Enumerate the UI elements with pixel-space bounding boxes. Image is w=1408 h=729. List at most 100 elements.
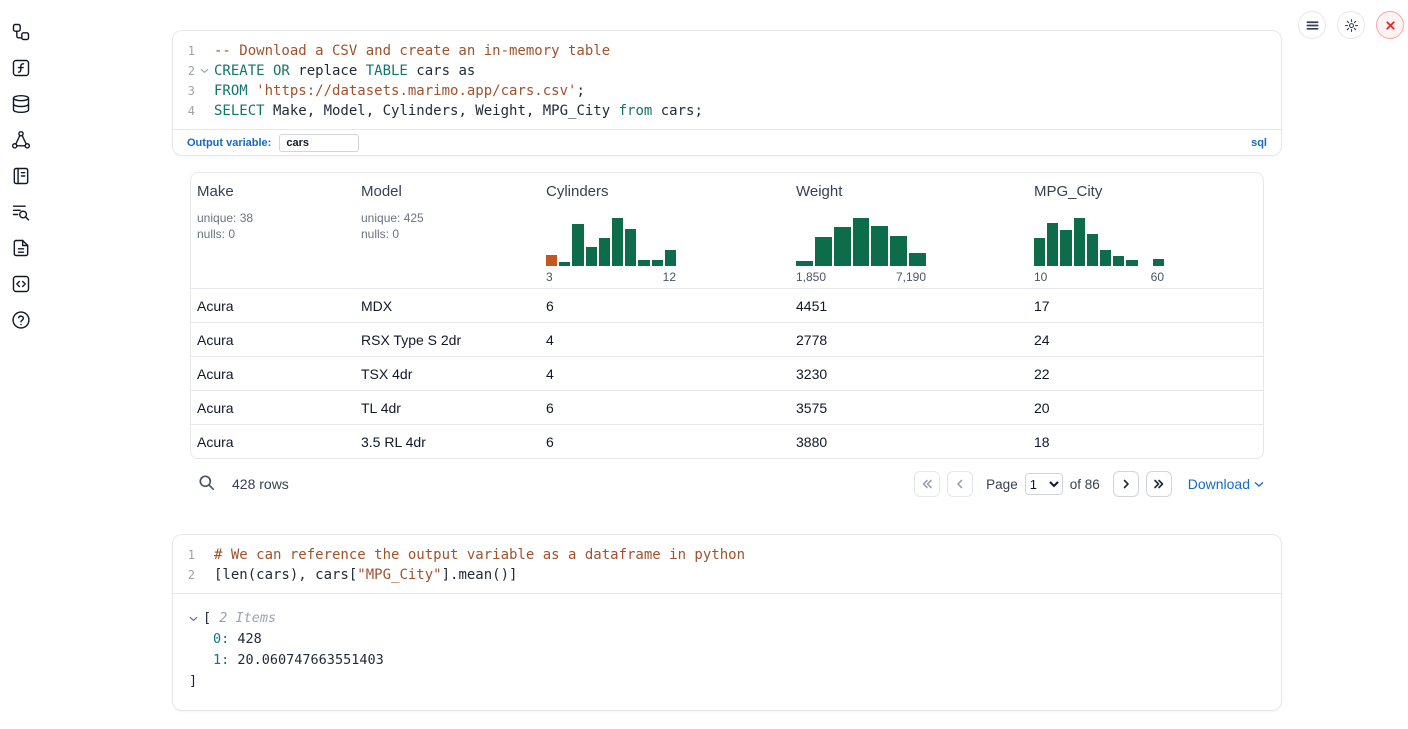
table-header-row: Make Model Cylinders Weight MPG_City <box>191 173 1263 202</box>
line-number: 1 <box>187 548 195 562</box>
next-page-button[interactable] <box>1112 471 1139 497</box>
page-total-label: of 86 <box>1069 476 1100 492</box>
histogram-bar <box>638 260 650 266</box>
code-line[interactable]: 4 SELECT Make, Model, Cylinders, Weight, … <box>173 101 1281 121</box>
chevron-right-icon <box>1123 479 1129 489</box>
collapse-chevron-icon[interactable] <box>189 616 203 622</box>
notebook: 1 -- Download a CSV and create an in-memo… <box>172 30 1282 711</box>
menu-button[interactable] <box>1298 11 1326 39</box>
pagination: Page 1 of 86 <box>914 471 1172 497</box>
line-number: 3 <box>187 84 195 98</box>
histogram-bar <box>871 225 889 266</box>
column-header[interactable]: Cylinders <box>546 183 609 200</box>
chevron-down-icon <box>1254 481 1264 487</box>
cell-divider <box>173 593 1281 594</box>
sidebar-datasources-button[interactable] <box>11 94 31 114</box>
output-line: [ 2 Items <box>189 608 1265 629</box>
sidebar-logs-button[interactable] <box>11 202 31 222</box>
code-line[interactable]: 1 # We can reference the output variable … <box>173 545 1281 565</box>
sql-code-editor[interactable]: 1 -- Download a CSV and create an in-memo… <box>173 31 1281 129</box>
sidebar-file-explorer-button[interactable] <box>11 22 31 42</box>
python-cell: 1 # We can reference the output variable … <box>172 534 1282 711</box>
histogram-bar <box>1100 249 1112 266</box>
table-footer: 428 rows Page 1 of 86 <box>190 469 1264 499</box>
language-badge: sql <box>1251 136 1267 149</box>
code-text: [len(cars), cars["MPG_City"].mean()] <box>214 567 518 583</box>
histogram-bar <box>1152 259 1165 266</box>
column-header[interactable]: Weight <box>796 183 843 200</box>
table-cell: TL 4dr <box>361 399 401 416</box>
column-histogram: 1,850 7,190 <box>790 202 1028 288</box>
table-stats-row: unique: 38 nulls: 0 unique: 425 nulls: 0 3 12… <box>191 202 1263 288</box>
histogram-bar <box>664 249 677 266</box>
histogram-bar <box>1073 218 1085 266</box>
column-header[interactable]: MPG_City <box>1034 183 1103 200</box>
output-variable-input[interactable] <box>279 133 360 152</box>
column-header[interactable]: Make <box>197 183 234 200</box>
column-header[interactable]: Model <box>361 183 402 200</box>
last-page-button[interactable] <box>1145 471 1172 497</box>
table-cell: TSX 4dr <box>361 365 413 382</box>
shutdown-button[interactable] <box>1376 11 1404 39</box>
histogram-bar <box>1047 222 1059 266</box>
python-code-editor[interactable]: 1 # We can reference the output variable … <box>173 535 1281 593</box>
sidebar-dependency-graph-button[interactable] <box>11 130 31 150</box>
close-icon <box>1385 20 1395 30</box>
code-line[interactable]: 1 -- Download a CSV and create an in-memo… <box>173 41 1281 61</box>
sql-cell-footer: Output variable: sql <box>173 129 1281 155</box>
line-number: 4 <box>187 104 195 118</box>
line-number: 2 <box>187 568 195 582</box>
table-search-button[interactable] <box>196 474 216 494</box>
help-icon <box>12 311 30 329</box>
table-cell: 3230 <box>796 365 828 382</box>
sidebar-snippets-button[interactable] <box>11 238 31 258</box>
sidebar-documentation-button[interactable] <box>11 166 31 186</box>
table-cell: 4451 <box>796 297 828 314</box>
code-line[interactable]: 2 [len(cars), cars["MPG_City"].mean()] <box>173 565 1281 585</box>
table-body: Acura MDX 6 4451 17 Acura RSX Type S 2dr 4 2778 2… <box>191 288 1263 458</box>
sidebar-code-button[interactable] <box>11 274 31 294</box>
sidebar-scratchpad-button[interactable] <box>11 58 31 78</box>
table-cell: 6 <box>546 399 554 416</box>
first-page-button[interactable] <box>914 471 941 497</box>
code-text: FROM 'https://datasets.marimo.app/cars.c… <box>214 83 585 99</box>
settings-button[interactable] <box>1337 11 1365 39</box>
table-row: Acura MDX 6 4451 17 <box>191 288 1263 322</box>
table-cell: 24 <box>1034 331 1050 348</box>
code-line[interactable]: 2 CREATE OR replace TABLE cars as <box>173 61 1281 81</box>
database-icon <box>12 94 30 114</box>
histogram-bar <box>796 261 813 266</box>
column-stats: unique: 425 nulls: 0 <box>361 211 424 241</box>
histogram-bar <box>909 252 927 266</box>
page-label: Page <box>986 476 1018 492</box>
table-row: Acura TL 4dr 6 3575 20 <box>191 390 1263 424</box>
python-cell-output: [ 2 Items 0: 428 1: 20.060747663551403] <box>173 594 1281 710</box>
fold-chevron-icon[interactable] <box>195 61 214 81</box>
output-line: 1: 20.060747663551403 <box>213 652 384 668</box>
table-cell: RSX Type S 2dr <box>361 331 462 348</box>
histogram-bar <box>1086 234 1099 266</box>
download-button[interactable]: Download <box>1188 476 1264 492</box>
table-cell: Acura <box>197 399 234 416</box>
chevrons-left-icon <box>922 479 932 489</box>
gear-icon <box>1344 18 1358 32</box>
code-line[interactable]: 3 FROM 'https://datasets.marimo.app/cars.… <box>173 81 1281 101</box>
sidebar-help-button[interactable] <box>11 310 31 330</box>
output-line: ] <box>189 673 198 689</box>
chevron-left-icon <box>957 479 963 489</box>
table-cell: 4 <box>546 331 554 348</box>
histogram-bar <box>572 223 584 266</box>
table-cell: 4 <box>546 365 554 382</box>
line-number: 2 <box>187 64 195 78</box>
table-cell: Acura <box>197 433 234 450</box>
sql-cell-output: Make Model Cylinders Weight MPG_City unique:… <box>172 172 1282 499</box>
histogram-bar <box>814 237 832 266</box>
table-cell: Acura <box>197 365 234 382</box>
prev-page-button[interactable] <box>947 471 974 497</box>
table-row: Acura TSX 4dr 4 3230 22 <box>191 356 1263 390</box>
page-select[interactable]: 1 <box>1024 473 1063 495</box>
output-variable-label: Output variable: <box>187 136 272 149</box>
histogram-bar <box>585 246 597 266</box>
table-cell: 6 <box>546 433 554 450</box>
histogram-bar <box>890 236 908 266</box>
